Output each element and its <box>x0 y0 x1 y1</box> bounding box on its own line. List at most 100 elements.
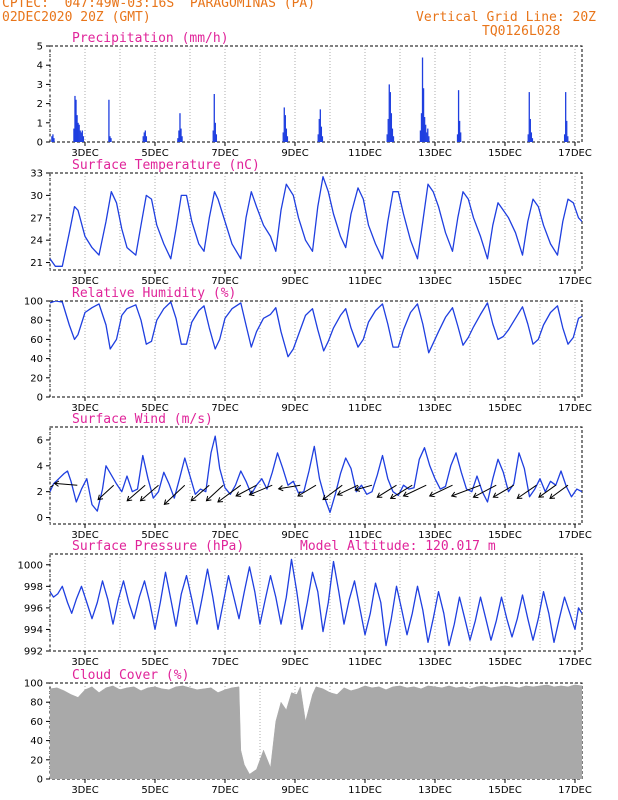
precip-bar <box>317 134 319 142</box>
pres-line <box>50 558 582 647</box>
wind-vector <box>549 484 569 499</box>
precip-bar <box>319 109 321 142</box>
x-tick-label: 5DEC <box>141 276 168 287</box>
panel-frame <box>49 426 583 525</box>
y-tick-label: 996 <box>24 603 43 614</box>
series-cloud <box>50 684 582 779</box>
wind-vector-head <box>354 485 361 492</box>
wind-vector <box>517 484 537 499</box>
wind-vector-head <box>235 491 242 497</box>
x-tick-label: 5DEC <box>141 148 168 159</box>
x-tick-label: 13DEC <box>418 148 452 159</box>
precip-bar <box>143 132 145 142</box>
panel-title: Surface Temperature (nC) <box>72 158 260 173</box>
wind-vector-head <box>538 492 544 498</box>
rh-line <box>50 301 582 358</box>
x-tick-label: 15DEC <box>488 785 522 796</box>
precip-bar <box>79 130 81 142</box>
precip-bar <box>283 107 285 142</box>
panel-rh: 0 20 40 60 80 100 3DEC 5DEC 7DEC 9DEC 11DEC 13DEC 15… <box>24 286 592 414</box>
wind-vector-head <box>248 490 255 497</box>
precip-bar <box>320 126 323 142</box>
x-tick-label: 9DEC <box>281 530 308 541</box>
precip-bar <box>82 136 85 142</box>
wind-vector <box>355 484 373 491</box>
x-tick-label: 7DEC <box>211 530 238 541</box>
precip-bar <box>52 134 54 142</box>
panel-title: Cloud Cover (%) <box>72 668 189 683</box>
wind-vector-head <box>22 499 27 504</box>
x-tick-label: 13DEC <box>418 276 452 287</box>
y-tick-label: 994 <box>24 625 43 636</box>
x-tick-label: 5DEC <box>141 657 168 668</box>
wind-vector <box>206 484 224 502</box>
precip-bar <box>53 138 55 142</box>
precip-bar <box>388 84 390 142</box>
x-tick-label: 13DEC <box>418 785 452 796</box>
wind-vector <box>249 484 273 496</box>
precip-bar <box>286 136 289 142</box>
series-wind <box>22 435 582 514</box>
precip-bar <box>285 128 288 142</box>
x-tick-label: 11DEC <box>348 530 382 541</box>
precip-bar <box>421 57 424 142</box>
series-pres <box>50 558 582 647</box>
precip-bar <box>566 120 568 142</box>
x-tick-label: 9DEC <box>281 276 308 287</box>
precip-bar <box>318 118 320 142</box>
wind-vector-head <box>217 497 223 503</box>
wind-vector <box>390 484 413 499</box>
wind-vector <box>451 484 481 497</box>
wind-vector-head <box>428 491 435 498</box>
precip-bar <box>392 136 395 142</box>
precip-bar <box>51 136 53 142</box>
wind-vector <box>126 484 146 502</box>
precip-bar <box>181 136 183 142</box>
y-tick-label: 2 <box>37 99 43 110</box>
wind-vector <box>538 484 557 498</box>
precip-bar <box>419 130 422 142</box>
y-tick-label: 80 <box>30 316 43 327</box>
header-grid-line: Vertical Grid Line: 20Z <box>416 10 597 25</box>
x-tick-label: 15DEC <box>488 657 522 668</box>
precip-bar <box>178 130 180 142</box>
wind-vector <box>493 484 515 498</box>
precip-bar <box>77 122 79 142</box>
precip-bar <box>145 136 148 142</box>
x-tick-label: 17DEC <box>558 530 592 541</box>
precip-bar <box>75 99 77 142</box>
wind-vector-head <box>97 494 104 501</box>
y-tick-label: 2 <box>37 487 43 498</box>
x-tick-label: 15DEC <box>488 403 522 414</box>
y-tick-label: 4 <box>37 61 43 72</box>
y-tick-label: 60 <box>30 335 43 346</box>
precip-bar <box>420 113 423 142</box>
x-tick-label: 11DEC <box>348 657 382 668</box>
series-temp <box>50 176 582 267</box>
y-tick-label: 20 <box>30 755 43 766</box>
wind-vector <box>278 484 301 490</box>
wind-vector-head <box>205 495 212 502</box>
x-tick-label: 3DEC <box>71 785 98 796</box>
precip-bar <box>528 92 530 142</box>
x-tick-label: 13DEC <box>418 530 452 541</box>
wind-vector-head <box>53 480 60 487</box>
precip-bar <box>144 130 146 142</box>
wind-vector-head <box>322 494 329 501</box>
series-rh <box>50 301 582 358</box>
x-tick-label: 15DEC <box>488 530 522 541</box>
precip-bar <box>428 136 430 142</box>
panel-wind: 0 2 4 6 3DEC 5DEC 7DEC 9DEC 11DEC 13DEC 15DEC 17DEC… <box>22 412 592 541</box>
x-tick-label: 11DEC <box>348 148 382 159</box>
wind-vector-head <box>389 493 396 499</box>
panel-title: Relative Humidity (%) <box>72 286 236 301</box>
x-tick-label: 13DEC <box>418 403 452 414</box>
y-tick-label: 100 <box>24 297 43 308</box>
precip-bar <box>457 90 460 142</box>
x-tick-label: 7DEC <box>211 785 238 796</box>
x-tick-label: 11DEC <box>348 276 382 287</box>
wind-vector <box>322 484 343 501</box>
x-tick-label: 3DEC <box>71 657 98 668</box>
x-tick-label: 5DEC <box>141 530 168 541</box>
x-tick-label: 17DEC <box>558 657 592 668</box>
